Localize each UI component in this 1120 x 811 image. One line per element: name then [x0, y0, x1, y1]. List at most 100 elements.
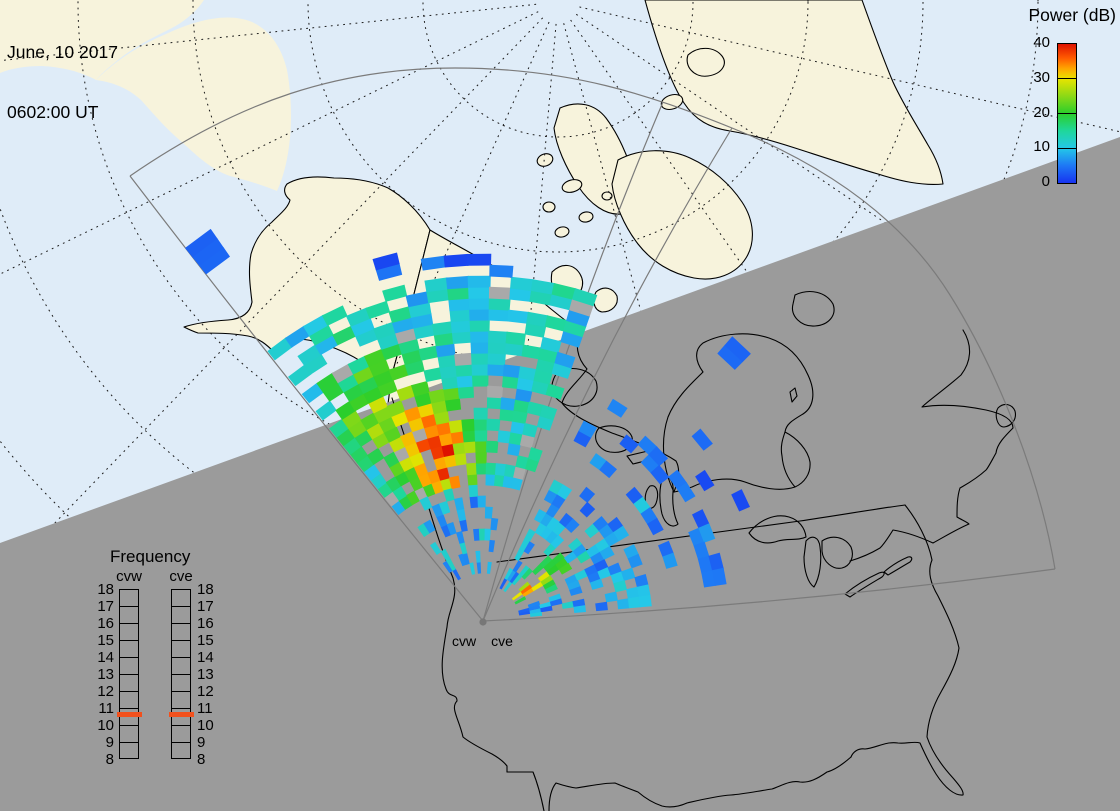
- backscatter-cell: [362, 385, 384, 404]
- backscatter-cell: [322, 381, 345, 402]
- frequency-tick-label: 8: [197, 751, 206, 768]
- backscatter-cell: [693, 541, 710, 560]
- backscatter-cell: [525, 457, 539, 473]
- backscatter-cell: [347, 355, 370, 375]
- backscatter-cell: [470, 341, 490, 354]
- backscatter-cell: [420, 413, 438, 429]
- backscatter-cell: [466, 462, 478, 476]
- lake-michigan: [803, 536, 822, 588]
- backscatter-cell: [448, 297, 471, 312]
- backscatter-cell: [406, 490, 421, 506]
- backscatter-cell: [433, 410, 450, 425]
- backscatter-cell: [411, 381, 430, 397]
- backscatter-cell: [341, 410, 362, 429]
- backscatter-cell: [470, 330, 490, 343]
- frequency-ladder-cvw: [119, 589, 139, 759]
- backscatter-cell: [484, 528, 491, 541]
- backscatter-cell: [443, 253, 469, 268]
- backscatter-cell: [436, 466, 450, 481]
- lake-huron: [821, 536, 853, 569]
- backscatter-cell: [486, 440, 499, 453]
- backscatter-cell: [198, 246, 230, 275]
- backscatter-cell: [459, 541, 468, 555]
- backscatter-cell: [378, 415, 397, 433]
- backscatter-cell: [456, 508, 466, 522]
- backscatter-cell: [599, 545, 615, 560]
- backscatter-cell: [454, 452, 467, 466]
- backscatter-cell: [433, 332, 455, 347]
- great-bear-lake: [551, 368, 598, 407]
- colorbar-tick-label: 30: [1033, 68, 1050, 86]
- backscatter-cell: [619, 434, 639, 454]
- colorbar-divider: [1058, 113, 1076, 114]
- radar-fov-outline: [129, 67, 1056, 622]
- backscatter-cell: [539, 555, 553, 568]
- backscatter-cell: [348, 392, 370, 412]
- backscatter-cell: [451, 330, 472, 344]
- backscatter-cell: [418, 345, 439, 361]
- backscatter-cell: [469, 319, 490, 332]
- backscatter-cell: [550, 534, 564, 549]
- backscatter-cell: [366, 447, 385, 465]
- backscatter-cell: [539, 601, 552, 609]
- backscatter-cell: [331, 363, 355, 384]
- backscatter-cell: [332, 325, 357, 346]
- backscatter-cell: [573, 430, 592, 448]
- backscatter-cell: [564, 574, 579, 585]
- backscatter-cell: [357, 375, 379, 394]
- backscatter-cell: [504, 342, 525, 357]
- backscatter-cell: [354, 429, 373, 447]
- backscatter-cell: [573, 605, 586, 613]
- backscatter-cell: [564, 550, 578, 564]
- backscatter-cell: [512, 560, 523, 573]
- backscatter-cell: [488, 539, 495, 553]
- backscatter-cell: [368, 395, 388, 414]
- backscatter-cell: [461, 418, 476, 432]
- backscatter-cell: [475, 451, 487, 464]
- frequency-panel-title: Frequency: [110, 547, 191, 566]
- backscatter-cell: [518, 581, 530, 592]
- backscatter-cell: [528, 604, 541, 611]
- backscatter-cell: [454, 497, 465, 511]
- ladder-rung: [120, 742, 138, 743]
- backscatter-cell: [443, 386, 460, 401]
- frequency-tick-label: 14: [97, 649, 114, 666]
- backscatter-cell: [543, 559, 557, 572]
- frequency-tick-label: 13: [197, 666, 214, 683]
- backscatter-cell: [428, 388, 446, 404]
- backscatter-cell: [386, 400, 406, 417]
- backscatter-cell: [474, 429, 488, 442]
- backscatter-cell: [488, 308, 510, 322]
- backscatter-cell: [380, 342, 403, 361]
- backscatter-cell: [537, 571, 551, 582]
- backscatter-cell: [431, 321, 454, 336]
- backscatter-cell: [457, 385, 474, 399]
- backscatter-cell: [478, 528, 486, 541]
- backscatter-cell: [701, 570, 716, 588]
- ladder-rung: [120, 674, 138, 675]
- backscatter-cell: [371, 431, 390, 449]
- backscatter-cell: [488, 330, 508, 344]
- backscatter-cell: [373, 405, 393, 424]
- backscatter-cell: [427, 434, 443, 450]
- backscatter-cell: [446, 558, 456, 571]
- backscatter-cell: [565, 518, 580, 533]
- frequency-tick-label: 9: [197, 734, 206, 751]
- backscatter-cell: [485, 462, 497, 475]
- colorbar-divider: [1058, 78, 1076, 80]
- backscatter-cell: [427, 469, 441, 484]
- backscatter-cell: [441, 375, 459, 390]
- southampton-island: [791, 291, 835, 327]
- backscatter-cell: [303, 314, 329, 337]
- backscatter-cell: [377, 379, 398, 397]
- backscatter-cell: [522, 587, 535, 597]
- backscatter-cell: [505, 331, 526, 346]
- frequency-tick-label: 16: [197, 615, 214, 632]
- ladder-rung: [120, 691, 138, 692]
- frequency-marker-cve: [169, 712, 194, 718]
- backscatter-cell: [617, 598, 630, 610]
- backscatter-cell: [303, 353, 328, 375]
- time-label: 0602:00 UT: [7, 102, 99, 122]
- backscatter-cell: [555, 557, 569, 570]
